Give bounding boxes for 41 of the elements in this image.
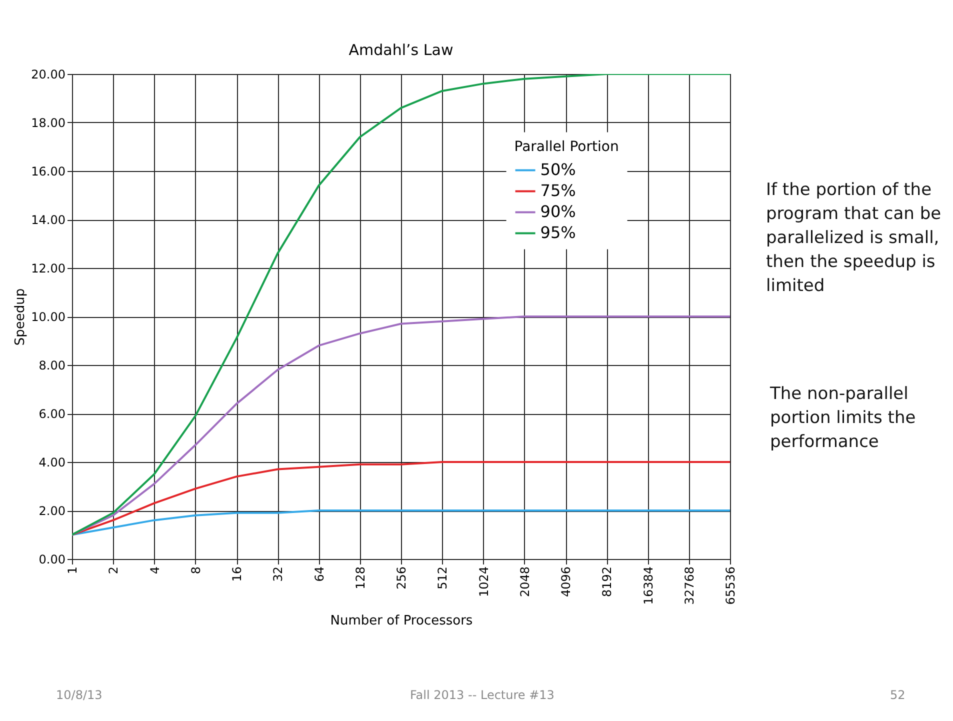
y-tick-label: 16.00 — [31, 164, 66, 178]
x-tick-label: 65536 — [724, 566, 738, 605]
y-tick-label: 6.00 — [38, 407, 66, 421]
text: 52 — [890, 688, 906, 702]
x-tick-label: 2 — [106, 566, 121, 574]
y-tick-label: 4.00 — [38, 456, 66, 470]
y-tick-label: 12.00 — [31, 262, 66, 276]
x-tick-label: 256 — [394, 566, 408, 590]
text: If the portion of the program that can be parallelized is small, then the speedup is limited — [766, 179, 942, 298]
y-tick-label: 8.00 — [38, 358, 66, 372]
legend-label: 95% — [540, 223, 576, 242]
y-tick-label: 20.00 — [31, 68, 66, 82]
x-tick-label: 4 — [148, 566, 162, 574]
x-tick-label: 16384 — [641, 566, 656, 605]
x-tick-label: 1024 — [476, 566, 491, 598]
text: Fall 2013 -- Lecture #13 — [410, 688, 554, 702]
x-tick-label: 8 — [188, 566, 203, 574]
legend-label: 50% — [540, 160, 576, 180]
y-tick-label: 0.00 — [38, 552, 66, 566]
legend-title: Parallel Portion — [514, 139, 619, 156]
x-tick-label: 128 — [353, 566, 368, 590]
y-tick-label: 2.00 — [38, 504, 66, 518]
x-tick-label: 8192 — [600, 566, 614, 598]
chart-title: Amdahl’s Law — [348, 41, 454, 59]
legend-label: 90% — [540, 202, 576, 222]
x-tick-label: 64 — [312, 566, 326, 582]
text: The non-parallel portion limits the performance — [770, 383, 917, 454]
x-axis-title: Number of Processors — [330, 614, 473, 629]
x-tick-label: 32768 — [682, 566, 696, 605]
y-axis-title: Speedup — [13, 288, 28, 346]
x-tick-label: 16 — [230, 566, 244, 582]
x-tick-label: 1 — [66, 566, 80, 574]
x-tick-label: 4096 — [559, 566, 573, 598]
text: 10/8/13 — [56, 688, 102, 702]
x-tick-label: 2048 — [518, 566, 532, 598]
legend-label: 75% — [540, 181, 576, 200]
y-tick-label: 10.00 — [31, 310, 66, 324]
y-tick-label: 18.00 — [31, 116, 66, 130]
y-tick-label: 14.00 — [31, 213, 66, 227]
x-tick-label: 32 — [271, 566, 286, 582]
x-tick-label: 512 — [436, 566, 450, 590]
